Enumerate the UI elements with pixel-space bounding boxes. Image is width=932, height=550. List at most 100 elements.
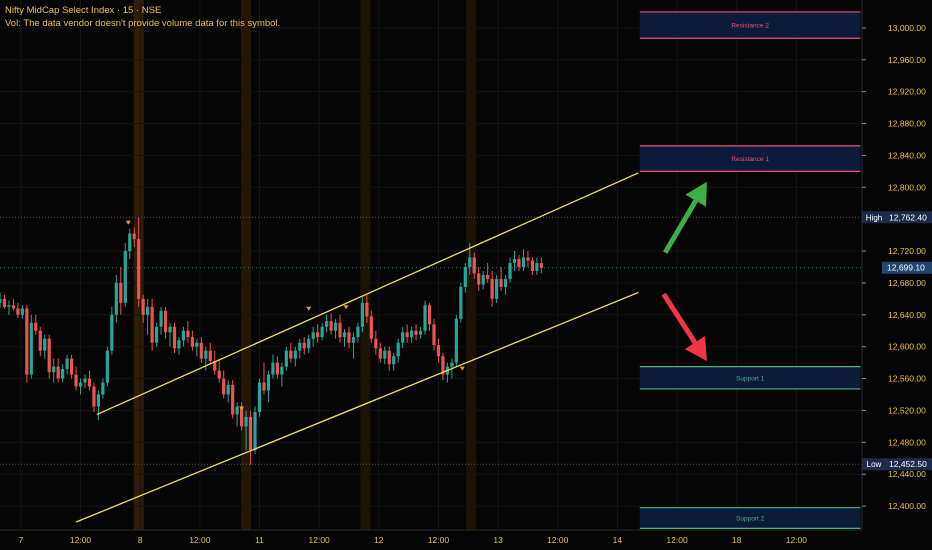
candle (177, 337, 181, 355)
candle (441, 353, 445, 381)
candle-body (423, 305, 427, 331)
signal-marker (343, 305, 349, 310)
candle (508, 257, 512, 283)
x-tick-label: 12:00 (666, 535, 688, 545)
candle-body (374, 338, 378, 349)
candle-body (383, 350, 387, 359)
y-tick-label: 12,600.00 (888, 342, 926, 352)
candle (114, 274, 118, 323)
candle-body (311, 332, 315, 339)
candle-body (503, 278, 508, 287)
candle-body (7, 305, 11, 307)
y-tick-label: 12,840.00 (888, 150, 926, 160)
candle-body (441, 356, 445, 375)
candle-body (239, 406, 244, 427)
candle-body (34, 322, 38, 331)
symbol-title[interactable]: Nifty MidCap Select Index · 15 · NSE (5, 5, 162, 16)
zone-label: Support 2 (736, 516, 765, 523)
candle (378, 342, 382, 363)
candle (401, 326, 405, 349)
candle (132, 227, 136, 248)
candle-body (132, 233, 136, 240)
candle-body (347, 332, 351, 343)
candle (396, 338, 400, 363)
candle (235, 402, 239, 427)
candle (320, 322, 324, 341)
candle (96, 390, 101, 421)
candle-body (248, 416, 253, 451)
candle-body (257, 382, 262, 413)
candle-body (110, 314, 114, 351)
arrow-head (684, 336, 707, 362)
candle-body (342, 332, 347, 338)
candle-body (481, 274, 485, 285)
candle-body (61, 369, 65, 379)
candle-body (83, 378, 87, 383)
volume-note: Vol: The data vendor doesn't provide vol… (5, 18, 281, 29)
candle-body (521, 257, 526, 267)
candle-body (414, 330, 418, 335)
candle (141, 294, 145, 323)
candle-body (141, 298, 145, 315)
candle-body (244, 416, 248, 427)
candle (154, 322, 159, 347)
candle (280, 362, 284, 387)
candle-body (128, 233, 132, 252)
candle (101, 378, 105, 399)
candle (172, 322, 177, 354)
candle (302, 337, 306, 355)
candle (512, 251, 517, 271)
y-tick-label: 12,920.00 (888, 87, 926, 97)
candle (374, 330, 378, 355)
x-tick-label: 14 (613, 535, 623, 545)
zone-fill (639, 11, 861, 39)
candle-body (302, 342, 306, 349)
session-stripe (360, 0, 371, 530)
candle (253, 406, 257, 455)
candle-body (320, 326, 324, 338)
candle-body (105, 350, 109, 383)
candle-body (0, 298, 2, 303)
zone-label: Support 1 (736, 375, 765, 382)
candle-body (74, 374, 78, 387)
candle (119, 266, 123, 315)
candle-body (463, 266, 467, 287)
candle (78, 378, 83, 395)
candle-body (253, 412, 257, 451)
candle (503, 274, 508, 295)
candle-body (168, 326, 172, 333)
candle (43, 334, 47, 359)
candle (432, 318, 436, 351)
trend-channel (75, 172, 639, 523)
candle-body (231, 384, 235, 415)
candle-body (432, 324, 436, 346)
candle-body (11, 305, 16, 309)
candle (410, 326, 414, 343)
candle (517, 255, 521, 271)
candle (459, 282, 463, 323)
candle-body (172, 326, 177, 349)
candle-body (454, 318, 458, 363)
x-tick-label: 12 (374, 535, 384, 545)
candle-body (517, 259, 521, 267)
candle-body (208, 350, 212, 362)
zone-label: Resistance 2 (731, 23, 769, 30)
x-tick-label: 12:00 (428, 535, 450, 545)
candle (530, 257, 535, 275)
candle (47, 334, 51, 379)
zone-fill (639, 145, 861, 172)
candle-body (159, 310, 163, 327)
candle-body (114, 282, 118, 315)
candle (159, 306, 163, 335)
zone-resistance-2: Resistance 2 (639, 11, 861, 39)
y-tick-label: 12,680.00 (888, 278, 926, 288)
candle (418, 326, 423, 339)
candle-body (351, 337, 356, 343)
candle-body (222, 378, 226, 395)
candle-body (2, 298, 7, 307)
high-value-bg (886, 211, 932, 224)
candle-body (427, 305, 432, 325)
candle (146, 298, 150, 335)
